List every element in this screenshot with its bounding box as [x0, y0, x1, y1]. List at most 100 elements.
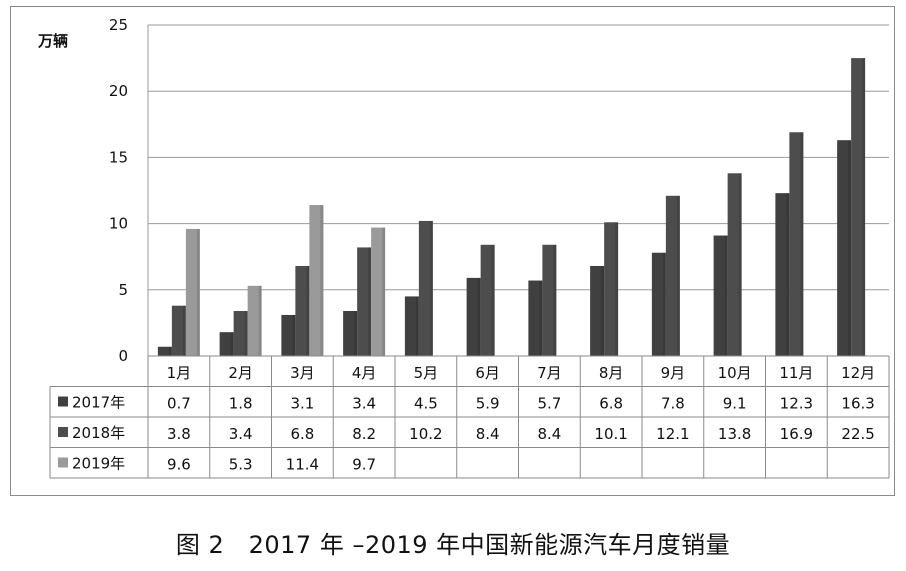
bar	[528, 280, 543, 356]
bar	[295, 265, 310, 356]
bar	[404, 296, 419, 356]
series-name: 2018年	[72, 424, 125, 442]
bar	[371, 227, 386, 356]
category-label: 5月	[414, 364, 439, 382]
category-label: 11月	[779, 364, 813, 382]
data-label: 3.4	[229, 425, 253, 443]
bar	[837, 140, 852, 356]
category-label: 8月	[599, 364, 624, 382]
data-label: 9.1	[723, 395, 747, 413]
y-axis-unit-label: 万辆	[37, 32, 68, 50]
bar	[713, 235, 728, 356]
bar-shade	[477, 277, 481, 356]
bar	[727, 173, 742, 356]
legend-key	[58, 396, 68, 407]
bar	[171, 305, 186, 356]
data-label: 13.8	[718, 425, 751, 443]
data-label: 16.3	[841, 395, 874, 413]
category-label: 9月	[661, 364, 686, 382]
y-tick-label: 25	[109, 16, 128, 34]
bar	[357, 247, 372, 356]
bar	[542, 244, 557, 356]
bar	[185, 228, 200, 356]
category-label: 7月	[537, 364, 562, 382]
bar-shade	[429, 220, 433, 356]
bar-shade	[662, 252, 666, 356]
bar	[590, 265, 605, 356]
category-label: 12月	[841, 364, 875, 382]
data-label: 3.1	[290, 395, 314, 413]
bar-shade	[244, 310, 248, 356]
y-tick-label: 0	[118, 347, 128, 365]
data-label: 11.4	[286, 456, 319, 474]
bar-shade	[491, 244, 495, 356]
data-label: 6.8	[290, 425, 314, 443]
bar-shade	[382, 227, 386, 356]
bar-shade	[230, 332, 234, 356]
bar	[775, 193, 790, 356]
bar-chart: 0 5 10 15 20 25 万辆 1月 2月 3月 4月 5月 6月 7月 8月 9月 10月 11月 12月 2…	[37, 16, 890, 479]
series-name: 2019年	[72, 455, 125, 473]
bar	[651, 252, 666, 356]
data-label: 0.7	[167, 395, 191, 413]
bar	[851, 58, 866, 356]
bar-shade	[306, 265, 310, 356]
bar-shade	[415, 296, 419, 356]
bar	[233, 310, 248, 356]
bar-shade	[292, 314, 296, 356]
bar-shade	[258, 285, 262, 356]
category-label: 2月	[228, 364, 253, 382]
bar	[343, 310, 358, 356]
data-label: 10.1	[594, 425, 627, 443]
category-label: 3月	[290, 364, 315, 382]
data-label: 7.8	[661, 395, 685, 413]
data-label: 5.3	[229, 456, 253, 474]
data-label: 8.4	[476, 425, 500, 443]
data-label: 22.5	[841, 425, 874, 443]
y-tick-label: 20	[109, 82, 128, 100]
data-label: 1.8	[229, 395, 253, 413]
bar	[789, 132, 804, 356]
legend-key	[58, 457, 68, 468]
bar-shade	[553, 244, 557, 356]
legend-key	[58, 427, 68, 437]
data-label: 8.4	[537, 425, 561, 443]
bar-shade	[786, 193, 790, 356]
y-tick-label: 15	[109, 148, 128, 166]
data-label: 8.2	[352, 425, 376, 443]
bar	[418, 220, 433, 356]
bar-shade	[539, 280, 543, 356]
category-label: 6月	[475, 364, 500, 382]
bar-shade	[738, 173, 742, 356]
data-label: 12.1	[656, 425, 689, 443]
bar	[466, 277, 481, 356]
data-label: 6.8	[599, 395, 623, 413]
bar-shade	[182, 305, 186, 356]
y-tick-label: 5	[118, 281, 128, 299]
bar-shade	[320, 205, 324, 356]
y-tick-label: 10	[109, 215, 128, 233]
bar-shade	[368, 247, 372, 356]
bar	[309, 205, 324, 356]
bar-shade	[862, 58, 866, 356]
bar-shade	[676, 195, 680, 356]
bar	[219, 332, 234, 356]
bar-shade	[196, 228, 200, 356]
bar-shade	[354, 310, 358, 356]
data-label: 10.2	[409, 425, 442, 443]
bar-shade	[168, 346, 172, 356]
bar	[604, 222, 619, 356]
bar-shade	[848, 140, 852, 356]
series-name: 2017年	[72, 394, 125, 412]
bar	[665, 195, 680, 356]
bar	[480, 244, 495, 356]
bar	[157, 346, 172, 356]
data-label: 9.6	[167, 456, 191, 474]
data-label: 9.7	[352, 456, 376, 474]
data-label: 3.4	[352, 395, 376, 413]
category-label: 4月	[352, 364, 377, 382]
data-label: 12.3	[780, 395, 813, 413]
bar-shade	[601, 265, 605, 356]
data-label: 3.8	[167, 425, 191, 443]
bar	[247, 285, 262, 356]
